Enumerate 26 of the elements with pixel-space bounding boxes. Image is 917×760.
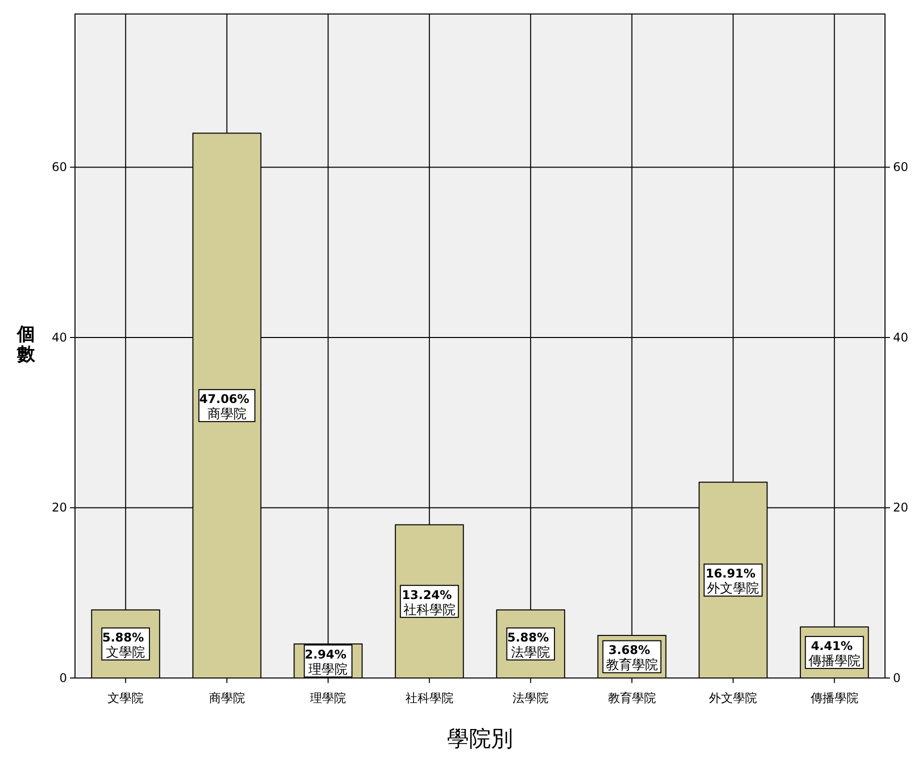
- y-axis-title: 個數: [16, 324, 36, 365]
- x-tick-label: 文學院: [108, 691, 144, 705]
- y2-tick-label: 0: [893, 671, 901, 685]
- annotation: 4.41% 傳播學院: [807, 638, 860, 669]
- annotation: 47.06% 商學院: [199, 392, 250, 422]
- annotation: 2.94% 理學院: [304, 648, 348, 678]
- annotation: 16.91% 外文學院: [706, 566, 760, 597]
- x-tick-label: 商學院: [208, 691, 245, 705]
- x-tick-label: 傳播學院: [809, 691, 858, 705]
- y2-tick-label: 20: [893, 500, 908, 515]
- x-tick-label: 社科學院: [405, 691, 454, 705]
- x-tick-label: 外文學院: [709, 691, 758, 705]
- annotation: 5.88% 法學院: [507, 630, 550, 660]
- y-tick-label: 40: [52, 330, 67, 344]
- x-tick-label: 教育學院: [608, 691, 656, 705]
- y2-tick-label: 40: [893, 330, 908, 344]
- x-tick-label: 法學院: [512, 691, 549, 705]
- x-axis-title: 學院別: [447, 727, 513, 752]
- y-tick-label: 60: [52, 160, 67, 174]
- x-tick-label: 理學院: [310, 691, 346, 705]
- annotation: 3.68% 教育學院: [606, 643, 658, 674]
- annotation: 13.24% 社科學院: [402, 588, 456, 618]
- y2-tick-label: 60: [893, 160, 908, 174]
- y-tick-label: 20: [52, 500, 67, 515]
- y-tick-label: 0: [59, 671, 67, 685]
- annotation: 5.88% 文學院: [102, 630, 146, 660]
